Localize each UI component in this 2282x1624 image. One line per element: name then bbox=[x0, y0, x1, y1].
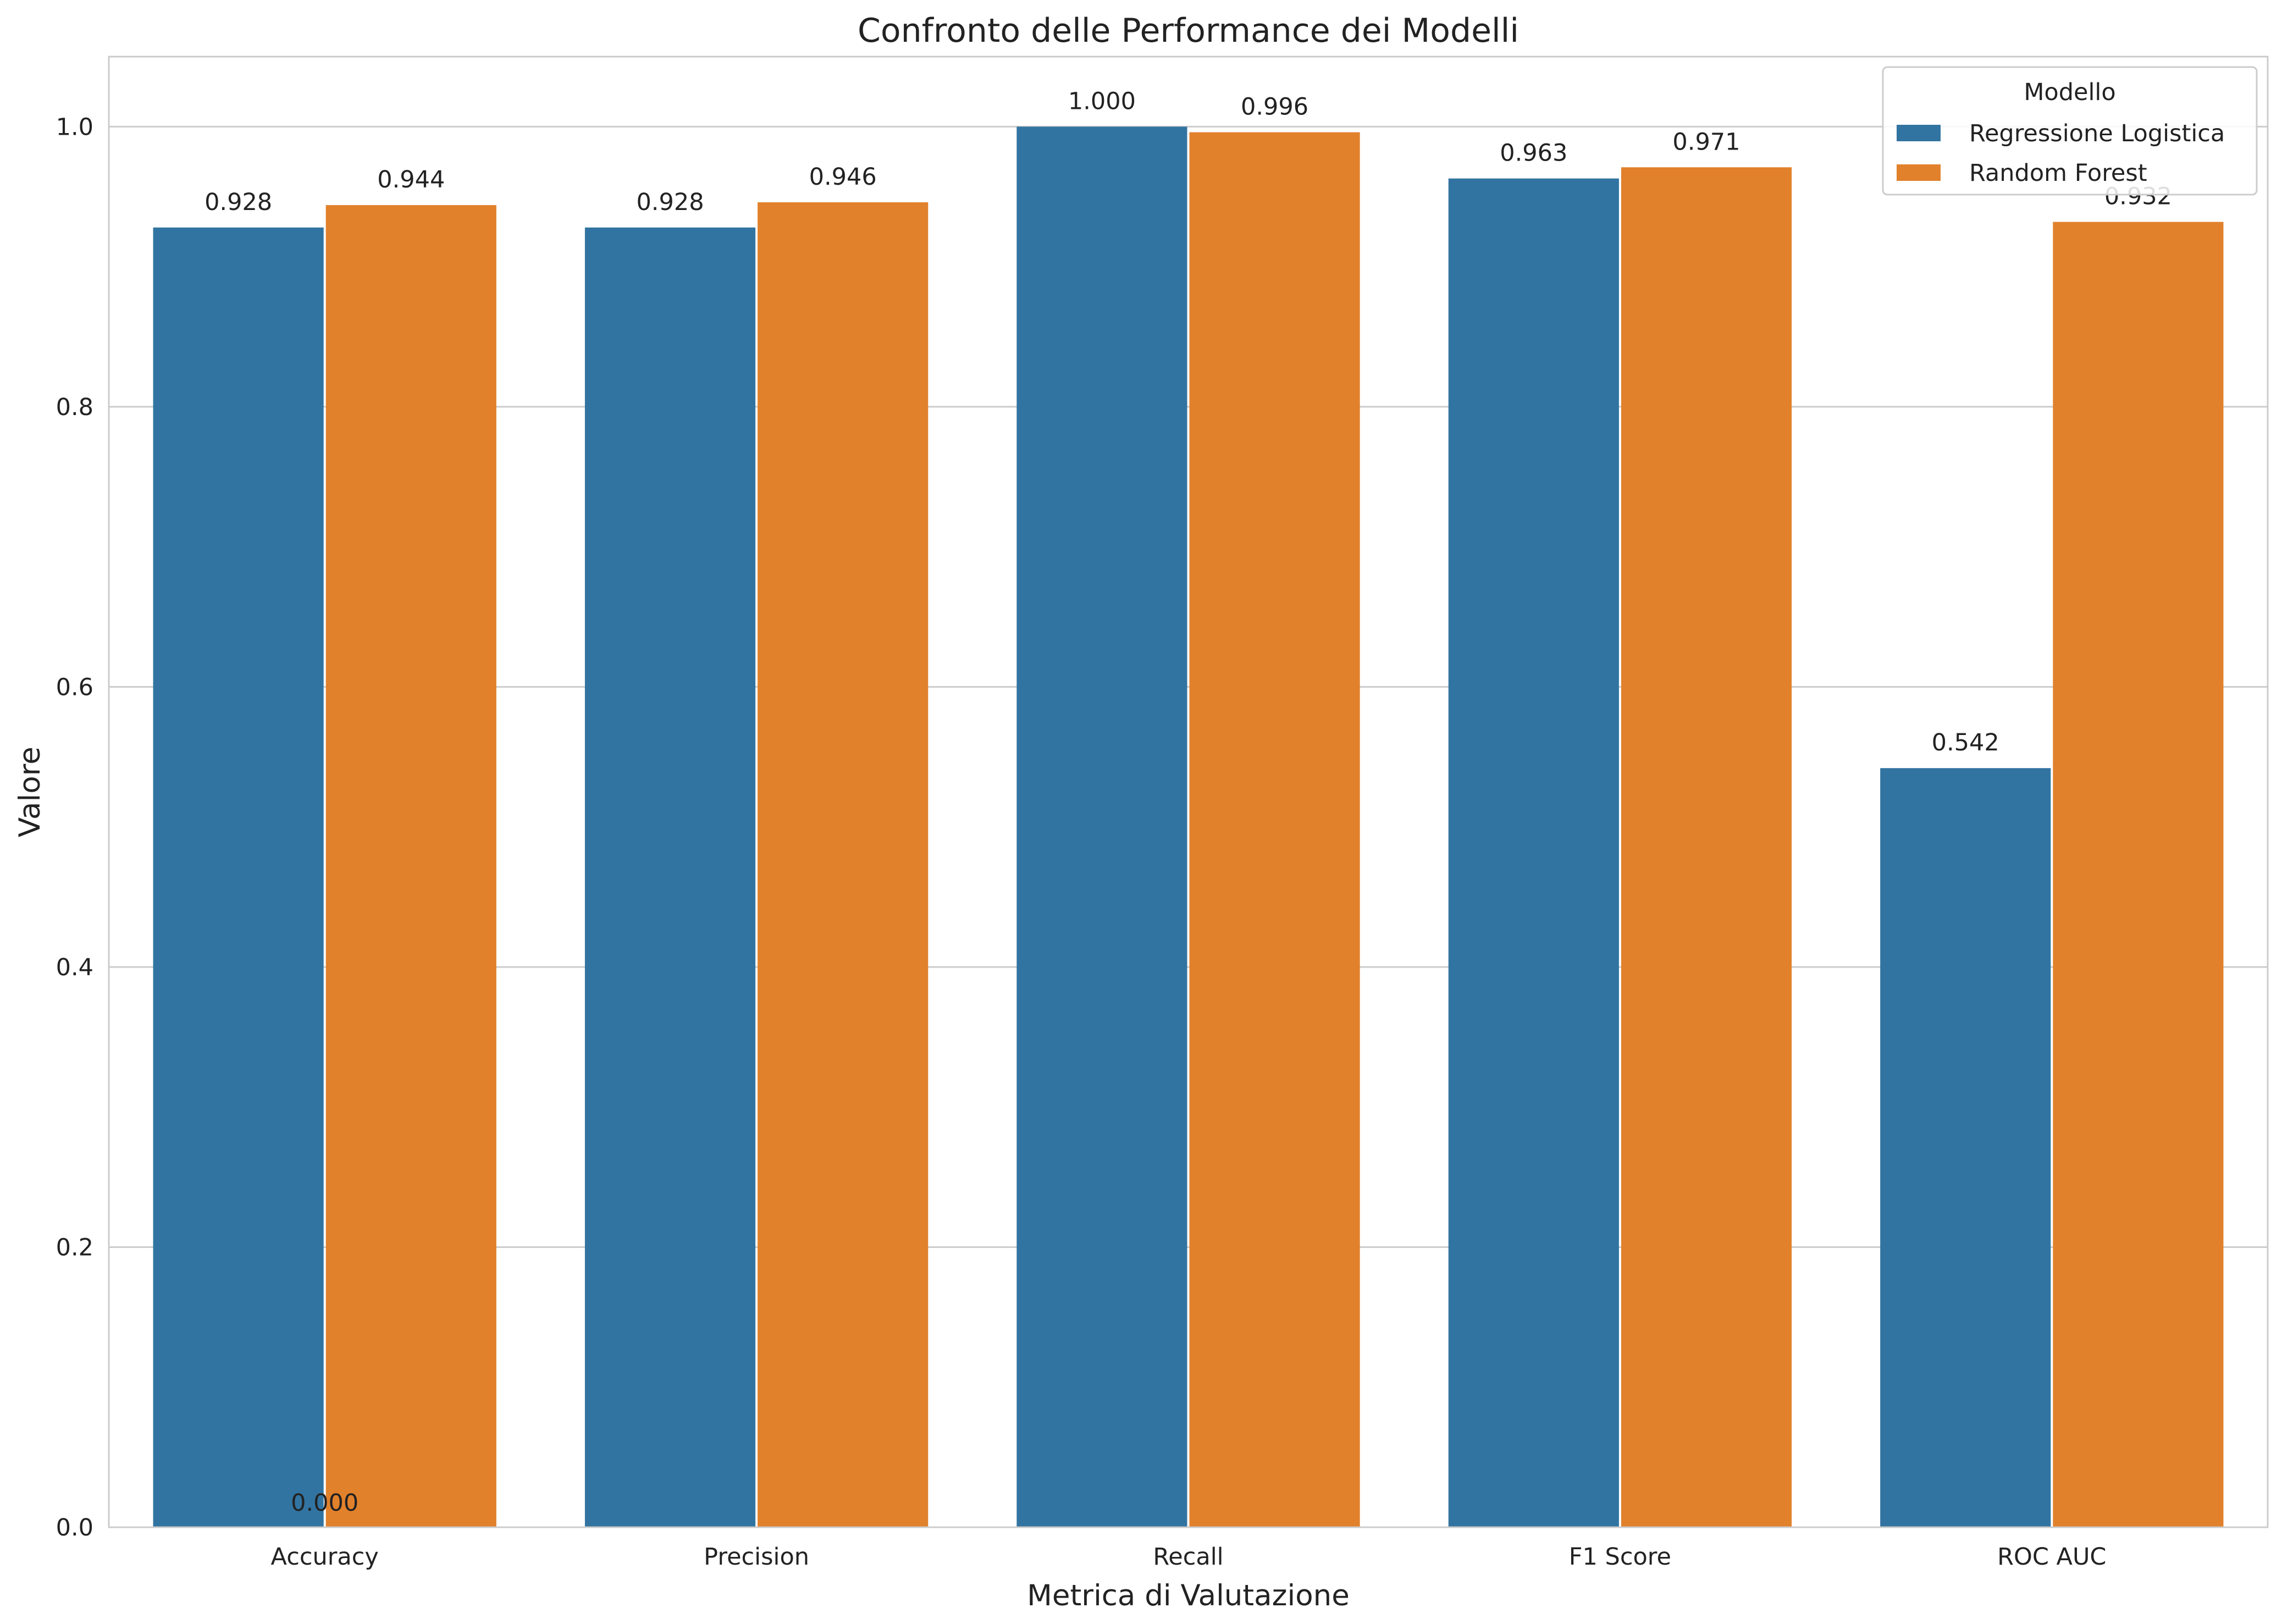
y-tick-label: 0.0 bbox=[56, 1514, 93, 1542]
bar-value-label: 0.963 bbox=[1500, 140, 1567, 167]
bar bbox=[153, 227, 324, 1527]
bar-value-label: 0.928 bbox=[205, 189, 272, 216]
bar bbox=[1448, 178, 1619, 1528]
chart-title: Confronto delle Performance dei Modelli bbox=[858, 12, 1519, 50]
bar-value-label: 0.944 bbox=[377, 166, 445, 194]
annotation-label: 0.000 bbox=[291, 1489, 358, 1517]
legend-swatch bbox=[1897, 164, 1941, 181]
bar bbox=[1880, 768, 2051, 1527]
y-tick-label: 0.8 bbox=[56, 394, 93, 421]
legend-swatch bbox=[1897, 125, 1941, 141]
bar bbox=[2053, 222, 2224, 1527]
bar-value-label: 0.971 bbox=[1672, 128, 1740, 156]
y-tick-label: 0.2 bbox=[56, 1234, 93, 1261]
bar bbox=[584, 227, 756, 1527]
legend: Modello Regressione Logistica Random Fore… bbox=[1882, 66, 2258, 196]
bar-value-label: 1.000 bbox=[1068, 87, 1136, 115]
legend-entries: Regressione Logistica Random Forest bbox=[1897, 120, 2225, 187]
bar-value-labels: 0.928 0.944 0.928 0.946 1.000 0.996 0.963 0.971… bbox=[205, 87, 2172, 1517]
x-tick-label: F1 Score bbox=[1569, 1543, 1671, 1571]
bar bbox=[1189, 132, 1360, 1527]
legend-label: Regressione Logistica bbox=[1969, 120, 2225, 147]
y-axis-label: Valore bbox=[13, 747, 47, 837]
y-tick-label: 0.6 bbox=[56, 673, 93, 701]
y-tick-label: 0.4 bbox=[56, 954, 93, 981]
legend-title: Modello bbox=[2024, 79, 2115, 106]
y-tick-label: 1.0 bbox=[56, 113, 93, 141]
legend-box bbox=[1882, 66, 2258, 196]
x-tick-label: Precision bbox=[704, 1543, 809, 1571]
x-tick-label: Recall bbox=[1153, 1543, 1223, 1571]
x-axis-label: Metrica di Valutazione bbox=[1027, 1579, 1350, 1612]
x-tick-labels: Accuracy Precision Recall F1 Score ROC AUC bbox=[271, 1543, 2107, 1571]
bar bbox=[1621, 167, 1792, 1527]
bar-value-label: 0.946 bbox=[809, 163, 877, 191]
bars bbox=[153, 126, 2224, 1528]
bar-value-label: 0.542 bbox=[1932, 729, 1999, 756]
bar-value-label: 0.928 bbox=[636, 189, 704, 216]
x-tick-label: Accuracy bbox=[271, 1543, 379, 1571]
bar bbox=[1016, 126, 1187, 1528]
y-tick-labels: 0.0 0.2 0.4 0.6 0.8 1.0 bbox=[56, 113, 93, 1542]
plot-frame bbox=[108, 56, 2269, 1528]
bar-value-label: 0.996 bbox=[1241, 93, 1308, 121]
x-tick-label: ROC AUC bbox=[1997, 1543, 2106, 1571]
bar bbox=[325, 205, 496, 1527]
bar bbox=[758, 202, 929, 1527]
legend-label: Random Forest bbox=[1969, 159, 2147, 187]
